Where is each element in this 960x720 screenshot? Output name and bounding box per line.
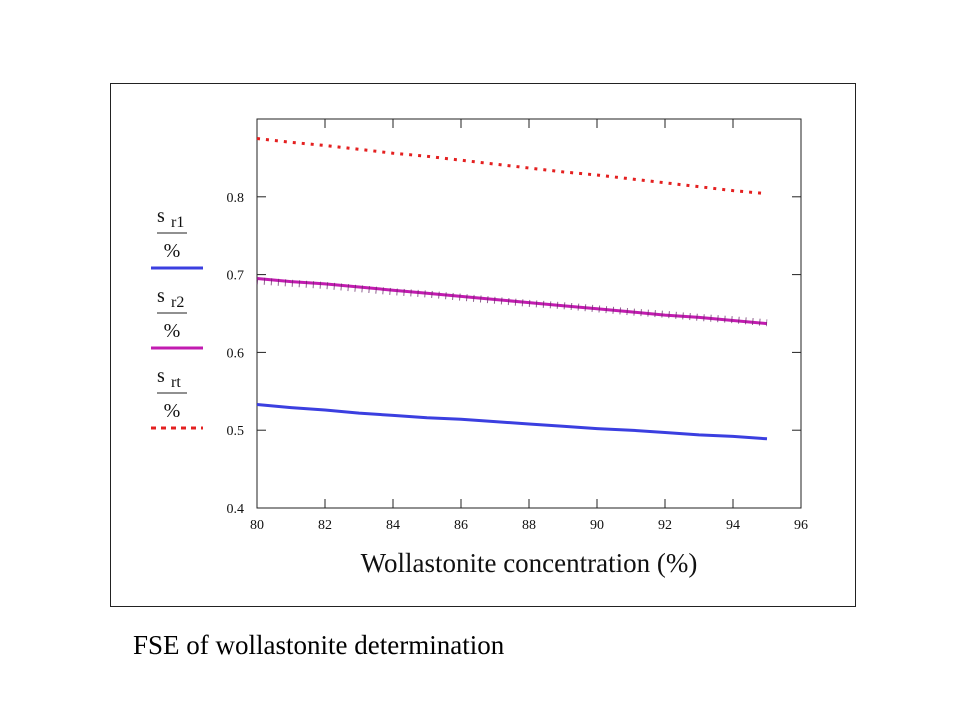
y-tick-label: 0.7 — [227, 269, 245, 284]
chart-svg: 80 82 84 86 88 90 92 94 96 0.4 0.5 0.6 0.7 0.8 Wollast… — [151, 118, 808, 578]
x-tick-label: 94 — [726, 518, 740, 533]
legend-percent-srt: % — [164, 400, 181, 422]
series-line-sr2 — [256, 277, 768, 326]
x-tick-label: 88 — [522, 518, 536, 533]
series-line-sr1 — [256, 403, 768, 441]
x-tick-label: 90 — [590, 518, 604, 533]
x-tick-label: 86 — [454, 518, 468, 533]
y-tick-label: 0.4 — [227, 502, 245, 517]
series-line-srt — [256, 137, 768, 196]
legend-percent-sr2: % — [164, 320, 181, 342]
y-tick-label: 0.6 — [227, 346, 245, 361]
chart-frame: 80 82 84 86 88 90 92 94 96 0.4 0.5 0.6 0.7 0.8 Wollast… — [110, 83, 856, 607]
legend-subscript-sr2: r2 — [171, 294, 184, 311]
legend-subscript-srt: rt — [171, 374, 181, 391]
x-tick-label: 84 — [386, 518, 400, 533]
x-tick-label: 96 — [794, 518, 808, 533]
y-tick-label: 0.8 — [227, 191, 245, 206]
legend-subscript-sr1: r1 — [171, 214, 184, 231]
x-tick-label: 80 — [250, 518, 264, 533]
figure-caption: FSE of wollastonite determination — [133, 630, 505, 660]
legend-symbol-srt: s — [157, 365, 165, 387]
plot-area — [256, 118, 802, 509]
legend-symbol-sr2: s — [157, 285, 165, 307]
legend-symbol-sr1: s — [157, 205, 165, 227]
x-axis-label: Wollastonite concentration (%) — [361, 548, 698, 578]
x-tick-label: 92 — [658, 518, 672, 533]
x-tick-label: 82 — [318, 518, 332, 533]
y-tick-label: 0.5 — [227, 424, 245, 439]
legend-percent-sr1: % — [164, 240, 181, 262]
